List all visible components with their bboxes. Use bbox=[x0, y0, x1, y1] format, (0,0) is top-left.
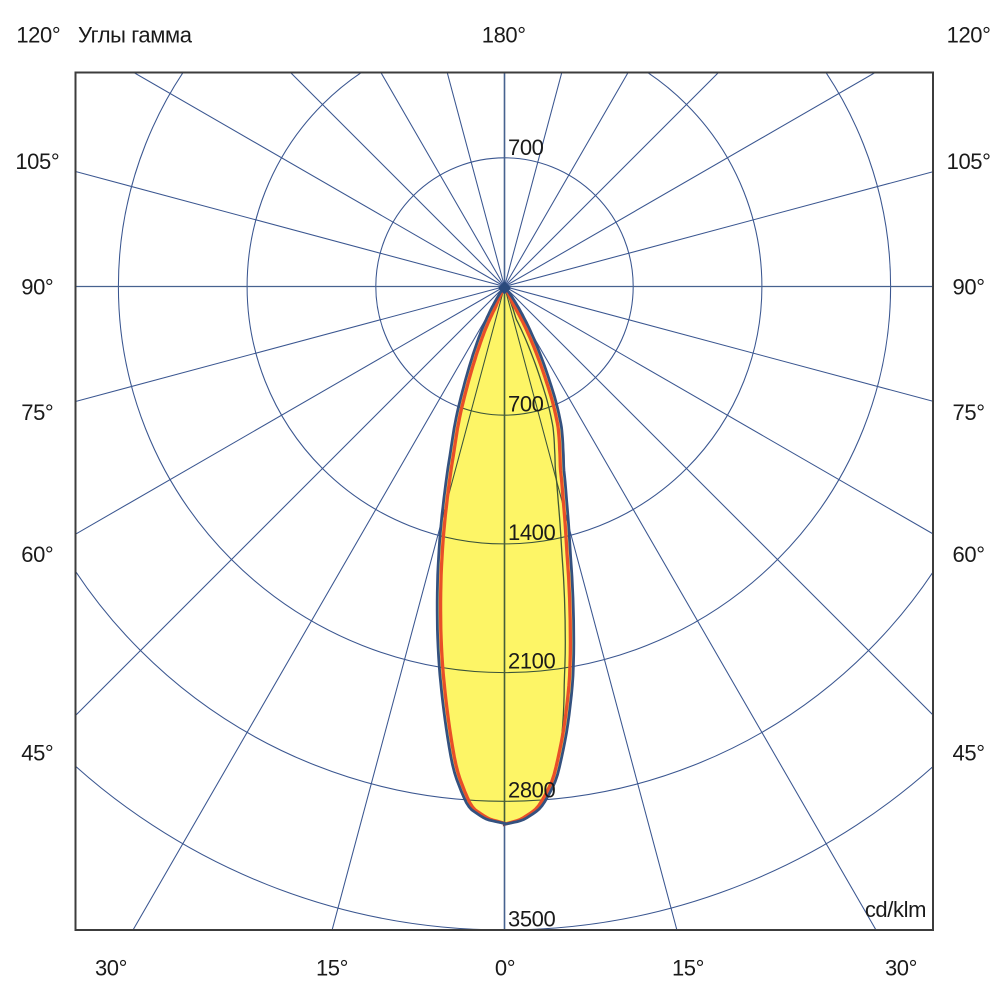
svg-text:120°: 120° bbox=[947, 22, 991, 47]
svg-text:2100: 2100 bbox=[508, 649, 556, 674]
svg-text:60°: 60° bbox=[21, 542, 53, 567]
svg-text:90°: 90° bbox=[953, 275, 985, 300]
svg-text:15°: 15° bbox=[316, 956, 348, 981]
svg-text:700: 700 bbox=[508, 135, 544, 160]
svg-text:1400: 1400 bbox=[508, 520, 556, 545]
svg-text:180°: 180° bbox=[482, 22, 526, 47]
svg-text:700: 700 bbox=[508, 392, 544, 417]
svg-text:30°: 30° bbox=[95, 956, 127, 981]
svg-text:75°: 75° bbox=[953, 400, 985, 425]
svg-text:3500: 3500 bbox=[508, 907, 556, 932]
svg-text:2800: 2800 bbox=[508, 778, 556, 803]
svg-text:45°: 45° bbox=[953, 741, 985, 766]
svg-text:105°: 105° bbox=[947, 149, 991, 174]
svg-text:cd/klm: cd/klm bbox=[865, 897, 926, 922]
svg-text:45°: 45° bbox=[21, 741, 53, 766]
svg-text:15°: 15° bbox=[672, 956, 704, 981]
svg-text:105°: 105° bbox=[15, 149, 59, 174]
svg-text:60°: 60° bbox=[953, 542, 985, 567]
svg-text:120°: 120° bbox=[16, 22, 60, 47]
svg-text:0°: 0° bbox=[495, 956, 515, 981]
svg-text:30°: 30° bbox=[885, 956, 917, 981]
svg-text:90°: 90° bbox=[21, 275, 53, 300]
svg-text:Углы гамма: Углы гамма bbox=[78, 22, 193, 47]
svg-text:75°: 75° bbox=[21, 400, 53, 425]
